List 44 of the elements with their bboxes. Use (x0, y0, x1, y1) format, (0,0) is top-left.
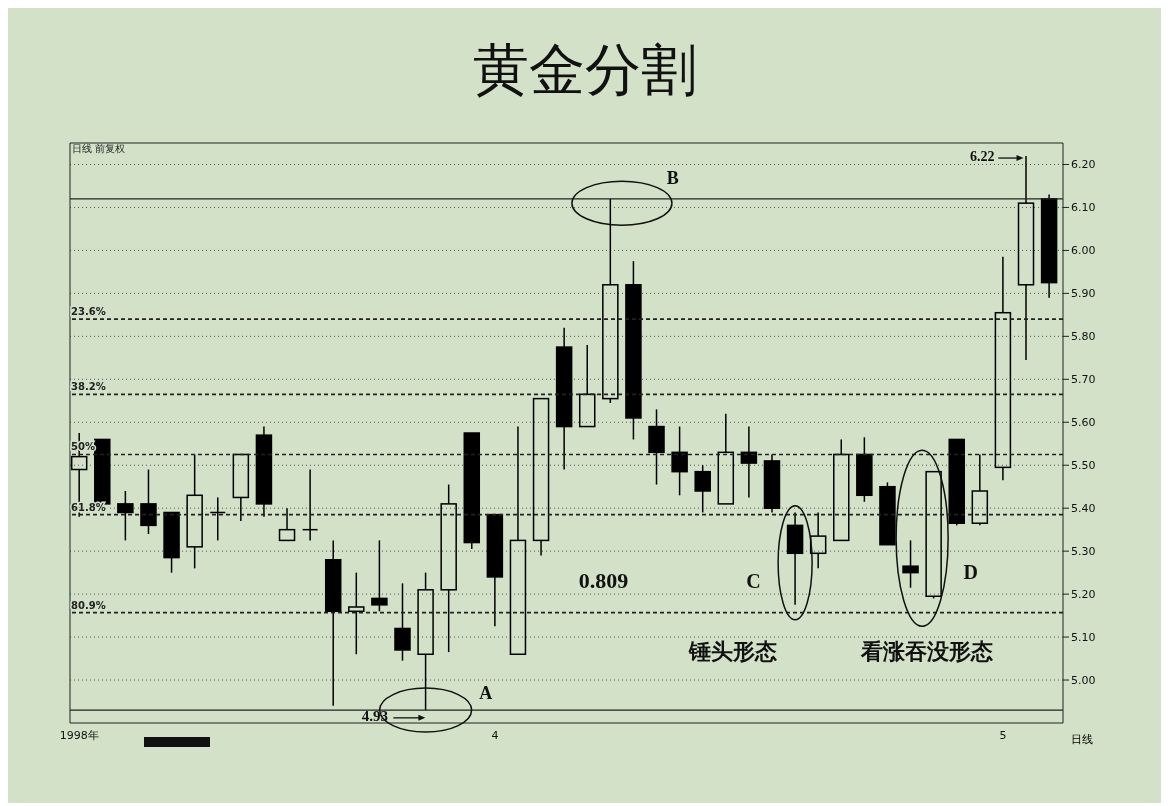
candlestick (786, 511, 804, 606)
y-tick-label: 5.60 (1071, 416, 1096, 430)
y-tick-label: 5.90 (1071, 287, 1096, 301)
candlestick (809, 511, 827, 570)
y-tick-label: 6.10 (1071, 201, 1096, 215)
y-tick-label: 5.20 (1071, 588, 1096, 602)
x-tick-label: 1998年 (59, 728, 99, 742)
candlestick (763, 453, 781, 514)
annotation: C (746, 569, 761, 592)
chart-title: 黄金分割 (471, 37, 698, 103)
y-tick-label: 5.00 (1071, 673, 1096, 687)
candlestick (348, 571, 365, 656)
text: 日线 (1071, 732, 1093, 747)
candlestick (324, 539, 342, 707)
annotation: 看涨吞没形态 (859, 639, 993, 665)
y-tick-label: 6.00 (1071, 244, 1096, 258)
x-tick-label: 4 (491, 728, 499, 742)
annotation: 锤头形态 (687, 639, 777, 665)
annotation: A (479, 683, 493, 704)
candlestick (555, 326, 573, 471)
candlestick (994, 256, 1012, 482)
candlestick (255, 425, 273, 518)
annotation: D (963, 561, 978, 584)
y-tick-label: 6.20 (1071, 158, 1096, 172)
candlestick (740, 425, 758, 499)
annotation: B (666, 167, 679, 188)
candlestick (1040, 193, 1058, 299)
y-tick-label: 5.30 (1071, 545, 1096, 559)
annotation: 0.809 (578, 568, 629, 594)
chart-subtitle: 日线 前复权 (72, 142, 126, 156)
y-tick-label: 5.80 (1071, 330, 1096, 344)
y-tick-label: 5.10 (1071, 630, 1096, 644)
y-tick-label: 5.50 (1071, 459, 1096, 473)
annotation: 6.22 (969, 149, 995, 165)
x-tick-label: 5 (999, 728, 1007, 742)
candlestick (186, 453, 203, 570)
candlestick (440, 483, 457, 653)
y-tick-label: 5.40 (1071, 502, 1096, 516)
annotation: 38.2% (71, 381, 106, 393)
candlestick (671, 425, 688, 497)
annotation: 23.6% (71, 306, 106, 318)
candlestick (625, 260, 642, 441)
annotation: 80.9% (71, 599, 106, 611)
y-tick-label: 5.70 (1071, 373, 1096, 387)
